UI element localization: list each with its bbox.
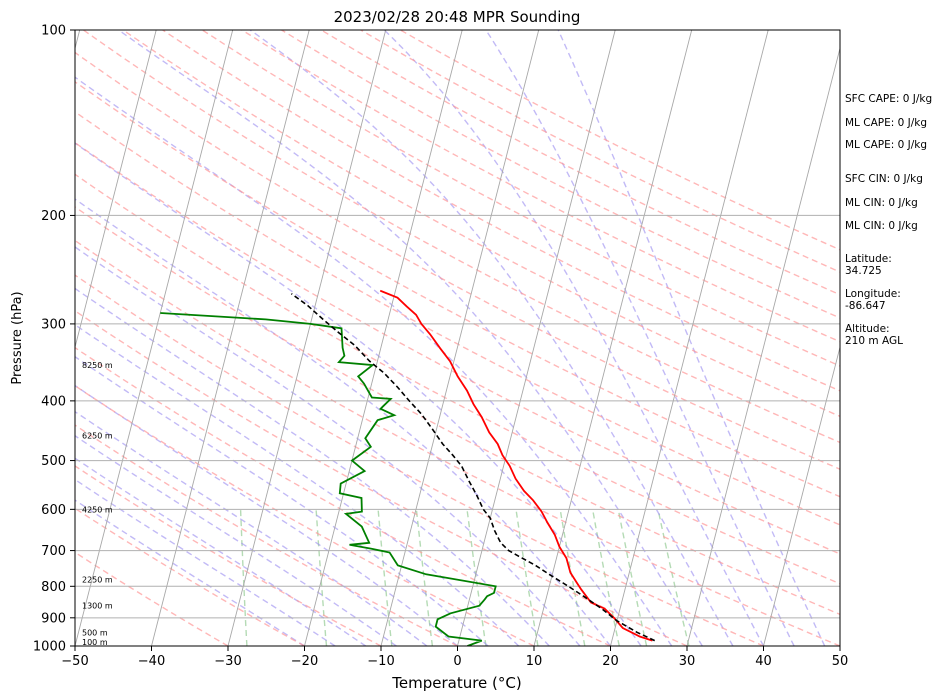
y-axis-title: Pressure (hPa) <box>10 291 25 384</box>
y-axis-ticks: 100 200 300 400 500 600 700 800 900 1000 <box>33 24 75 655</box>
longitude-value: -86.647 <box>845 300 886 312</box>
altitude-value: 210 m AGL <box>845 335 903 347</box>
sfc-cin-text: SFC CIN: 0 J/kg <box>845 173 923 185</box>
x-axis-title: Temperature (°C) <box>391 674 521 692</box>
moist-adiabat-line <box>75 142 642 646</box>
moist-adiabat-line <box>75 478 336 646</box>
dry-adiabat-line <box>75 239 840 646</box>
sfc-cape-text: SFC CAPE: 0 J/kg <box>845 93 932 105</box>
moist-adiabat-line <box>75 410 428 646</box>
y-tick-label: 1000 <box>33 640 66 655</box>
moist-adiabat-line <box>249 30 734 646</box>
dry-adiabat-line <box>75 141 840 555</box>
background-lines <box>75 30 840 646</box>
dry-adiabat-line <box>75 507 305 646</box>
dry-adiabat-line <box>241 30 840 343</box>
moist-adiabat-line <box>557 30 826 646</box>
y-tick-label: 300 <box>41 317 66 332</box>
y-tick-label: 400 <box>41 394 66 409</box>
x-tick-label: −40 <box>138 654 165 669</box>
height-label: 6250 m <box>82 431 113 440</box>
ml-cape-text-2: ML CAPE: 0 J/kg <box>845 139 927 151</box>
isotherm-line <box>75 30 234 646</box>
parcel-profile-line <box>290 293 656 642</box>
isotherms <box>75 30 840 646</box>
moist-adiabat-line <box>75 434 397 646</box>
isotherm-line <box>151 30 310 646</box>
y-tick-label: 700 <box>41 544 66 559</box>
y-tick-label: 100 <box>41 24 66 39</box>
dry-adiabats <box>75 30 840 646</box>
isotherm-line <box>533 30 693 646</box>
isotherm-line <box>227 30 387 646</box>
height-label: 100 m <box>82 638 108 647</box>
x-tick-label: 10 <box>526 654 543 669</box>
dry-adiabat-line <box>82 30 840 444</box>
latitude-value: 34.725 <box>845 265 882 277</box>
y-tick-label: 600 <box>41 503 66 518</box>
x-tick-label: −10 <box>367 654 394 669</box>
x-axis-ticks: −50 −40 −30 −20 −10 0 10 20 30 40 50 <box>61 646 848 669</box>
longitude-label: Longitude: <box>845 288 901 300</box>
ml-cape-text-1: ML CAPE: 0 J/kg <box>845 117 927 129</box>
height-label: 1300 m <box>82 602 113 611</box>
height-label: 500 m <box>82 628 108 637</box>
sounding-profiles <box>160 289 656 646</box>
isotherm-line <box>304 30 463 646</box>
moist-adiabat-line <box>75 323 520 646</box>
dry-adiabat-line <box>75 384 535 646</box>
moist-adiabat-line <box>118 30 703 646</box>
height-label: 2250 m <box>82 576 113 585</box>
isotherm-line <box>610 30 769 646</box>
y-tick-label: 200 <box>41 209 66 224</box>
dry-adiabat-line <box>122 30 840 418</box>
moist-adiabat-line <box>383 30 765 646</box>
x-tick-label: 30 <box>679 654 696 669</box>
height-label: 4250 m <box>82 505 113 514</box>
moist-adiabat-line <box>75 76 673 646</box>
ml-cin-text-2: ML CIN: 0 J/kg <box>845 220 918 232</box>
moist-adiabat-line <box>75 499 305 646</box>
indices-panel: SFC CAPE: 0 J/kg ML CAPE: 0 J/kg ML CAPE… <box>845 93 932 347</box>
dry-adiabat-line <box>162 30 840 392</box>
y-tick-label: 800 <box>41 580 66 595</box>
isotherm-line <box>457 30 616 646</box>
x-tick-label: 20 <box>602 654 619 669</box>
moist-adiabat-line <box>75 384 458 646</box>
isotherm-line <box>763 345 840 646</box>
altitude-label: Altitude: <box>845 323 890 335</box>
moist-adiabat-line <box>75 198 612 646</box>
dry-adiabat-line <box>75 346 611 646</box>
ml-cin-text-1: ML CIN: 0 J/kg <box>845 197 918 209</box>
x-tick-label: 0 <box>453 654 461 669</box>
moist-adiabat-line <box>75 246 581 646</box>
dry-adiabat-line <box>75 51 840 470</box>
dry-adiabat-line <box>201 30 840 367</box>
height-label: 8250 m <box>82 361 113 370</box>
y-tick-label: 500 <box>41 454 66 469</box>
isotherm-line <box>75 30 157 349</box>
latitude-label: Latitude: <box>845 253 892 265</box>
x-tick-label: 50 <box>832 654 849 669</box>
dewpoint-profile-line <box>160 312 497 646</box>
x-tick-label: −30 <box>214 654 241 669</box>
chart-title: 2023/02/28 20:48 MPR Sounding <box>334 8 581 26</box>
isotherm-line <box>686 46 840 646</box>
x-tick-label: 40 <box>755 654 772 669</box>
temperature-profile-line <box>379 289 653 642</box>
y-tick-label: 900 <box>41 611 66 626</box>
x-tick-label: −50 <box>61 654 88 669</box>
dry-adiabat-line <box>75 110 840 526</box>
x-tick-label: −20 <box>291 654 318 669</box>
dry-adiabat-line <box>75 274 764 646</box>
isotherm-line <box>380 30 540 646</box>
dry-adiabat-line <box>75 80 840 498</box>
